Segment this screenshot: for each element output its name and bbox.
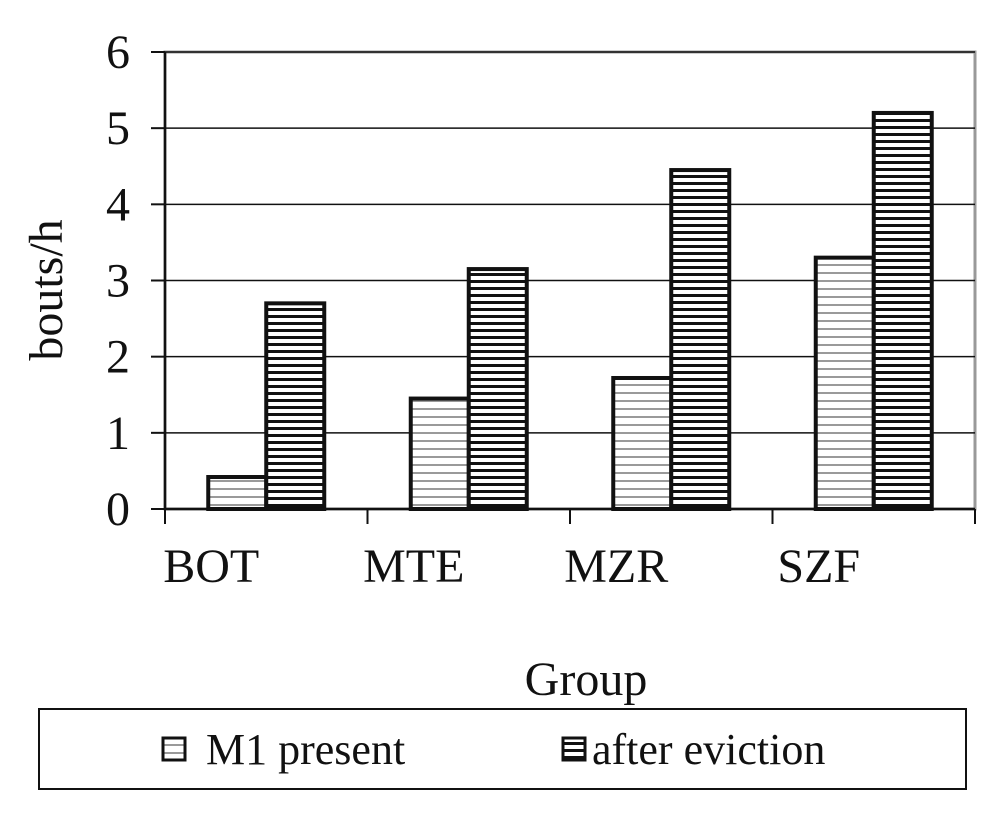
y-tick-label: 2: [106, 331, 130, 384]
y-tick-label: 0: [106, 483, 130, 536]
legend-label-m1-present: M1 present: [206, 725, 405, 774]
bar-m1-present-szf: [813, 255, 876, 511]
x-tick-label: SZF: [777, 540, 860, 593]
y-tick-label: 5: [106, 102, 130, 155]
legend-label-after-eviction: after eviction: [592, 725, 825, 774]
y-tick-label: 4: [106, 178, 130, 231]
x-tick-label: MTE: [363, 540, 464, 593]
y-tick-label: 3: [106, 255, 130, 308]
y-axis-title: bouts/h: [20, 219, 73, 360]
x-tick-label: MZR: [564, 540, 668, 593]
legend-swatch-after-eviction: [561, 736, 587, 762]
bar-after-eviction-mzr: [669, 168, 732, 512]
bar-after-eviction-mte: [466, 267, 529, 512]
legend: M1 present after eviction: [38, 708, 967, 790]
bar-m1-present-bot: [206, 475, 269, 512]
x-axis-title: Group: [525, 653, 648, 706]
bar-after-eviction-bot: [264, 301, 327, 511]
x-tick-label: BOT: [163, 540, 259, 593]
legend-swatch-m1-present: [161, 736, 187, 762]
bar-m1-present-mzr: [611, 375, 674, 512]
bar-after-eviction-szf: [871, 110, 934, 512]
y-tick-label: 6: [106, 26, 130, 79]
bar-m1-present-mte: [408, 396, 471, 511]
y-tick-label: 1: [106, 407, 130, 460]
legend-frame: [38, 708, 967, 790]
